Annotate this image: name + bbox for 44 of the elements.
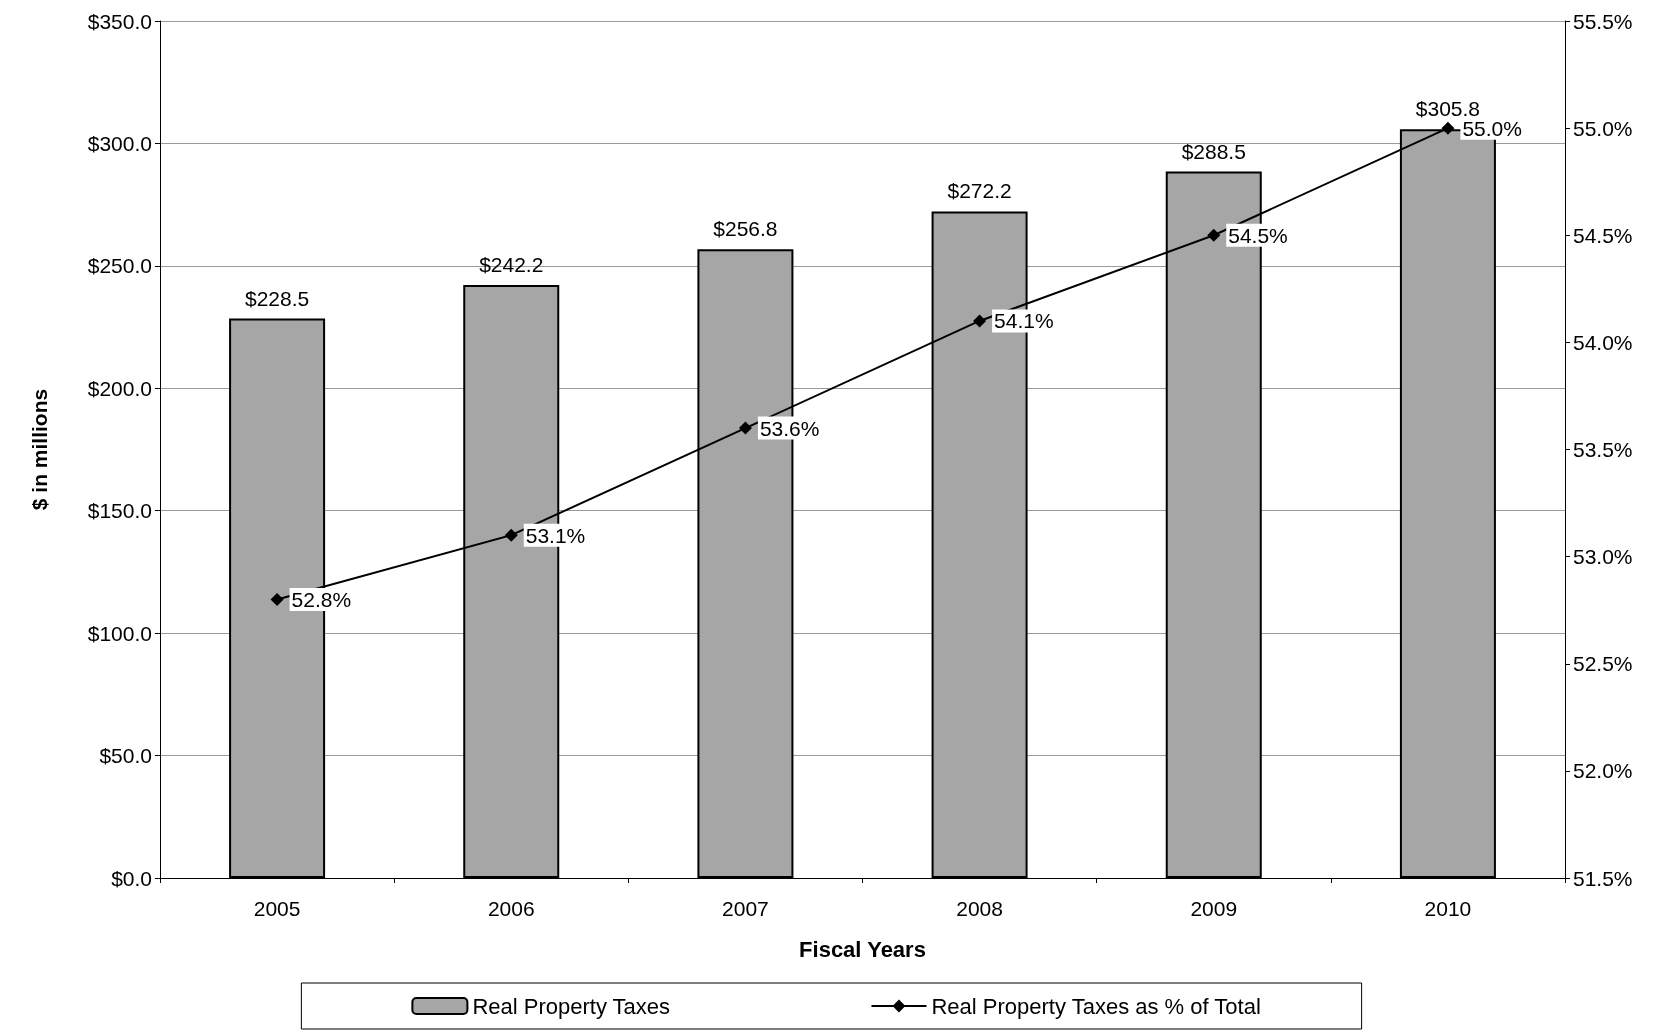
- x-tick-label: 2008: [956, 897, 1003, 920]
- y2-tick-label: 53.5%: [1573, 438, 1633, 461]
- y2-tick-label: 52.0%: [1573, 759, 1633, 783]
- data-label: 54.1%: [994, 309, 1054, 333]
- data-label: 53.1%: [525, 523, 586, 547]
- y-tick-label: $100.0: [87, 621, 152, 645]
- data-label: 54.5%: [1228, 223, 1288, 247]
- data-label: $228.5: [244, 286, 310, 310]
- y-tick-label: $0.0: [111, 866, 152, 890]
- y-tick-label: $200.0: [87, 376, 152, 400]
- x-tick-label: 2009: [1190, 897, 1238, 920]
- x-tick-label: 2005: [253, 897, 301, 920]
- y-axis-title: $ in millions: [28, 388, 51, 511]
- data-label: $272.2: [947, 179, 1012, 203]
- y2-tick-label: 54.0%: [1573, 330, 1633, 354]
- x-tick-label: 2007: [722, 897, 769, 920]
- y-tick-label: $300.0: [87, 131, 152, 155]
- y2-tick-label: 55.0%: [1573, 116, 1633, 140]
- y-tick-label: $50.0: [99, 744, 152, 768]
- legend-label: Real Property Taxes as % of Total: [931, 993, 1261, 1019]
- y2-tick-label: 54.5%: [1573, 223, 1633, 247]
- y-tick-label: $250.0: [87, 254, 152, 278]
- legend-label: Real Property Taxes: [472, 993, 671, 1019]
- point: [973, 314, 987, 328]
- point: [1207, 228, 1221, 242]
- y2-tick-label: 52.5%: [1573, 652, 1633, 676]
- x-tick-label: 2006: [487, 897, 535, 920]
- data-label: 53.6%: [759, 416, 820, 440]
- data-label: 55.0%: [1462, 116, 1522, 140]
- y2-tick-label: 51.5%: [1573, 866, 1633, 890]
- y2-tick-label: 55.5%: [1573, 9, 1633, 33]
- data-label: $256.8: [713, 217, 778, 241]
- data-label: $242.2: [479, 252, 544, 276]
- point: [1441, 121, 1455, 135]
- point: [738, 421, 752, 435]
- data-label: $288.5: [1181, 139, 1246, 163]
- x-tick-label: 2010: [1424, 897, 1472, 920]
- y-tick-label: $350.0: [87, 9, 152, 33]
- point: [504, 528, 518, 542]
- x-axis-title: Fiscal Years: [799, 936, 926, 962]
- point: [270, 592, 284, 606]
- y2-tick-label: 53.0%: [1573, 545, 1633, 569]
- y-tick-label: $150.0: [87, 499, 152, 523]
- data-label: 52.8%: [291, 587, 352, 611]
